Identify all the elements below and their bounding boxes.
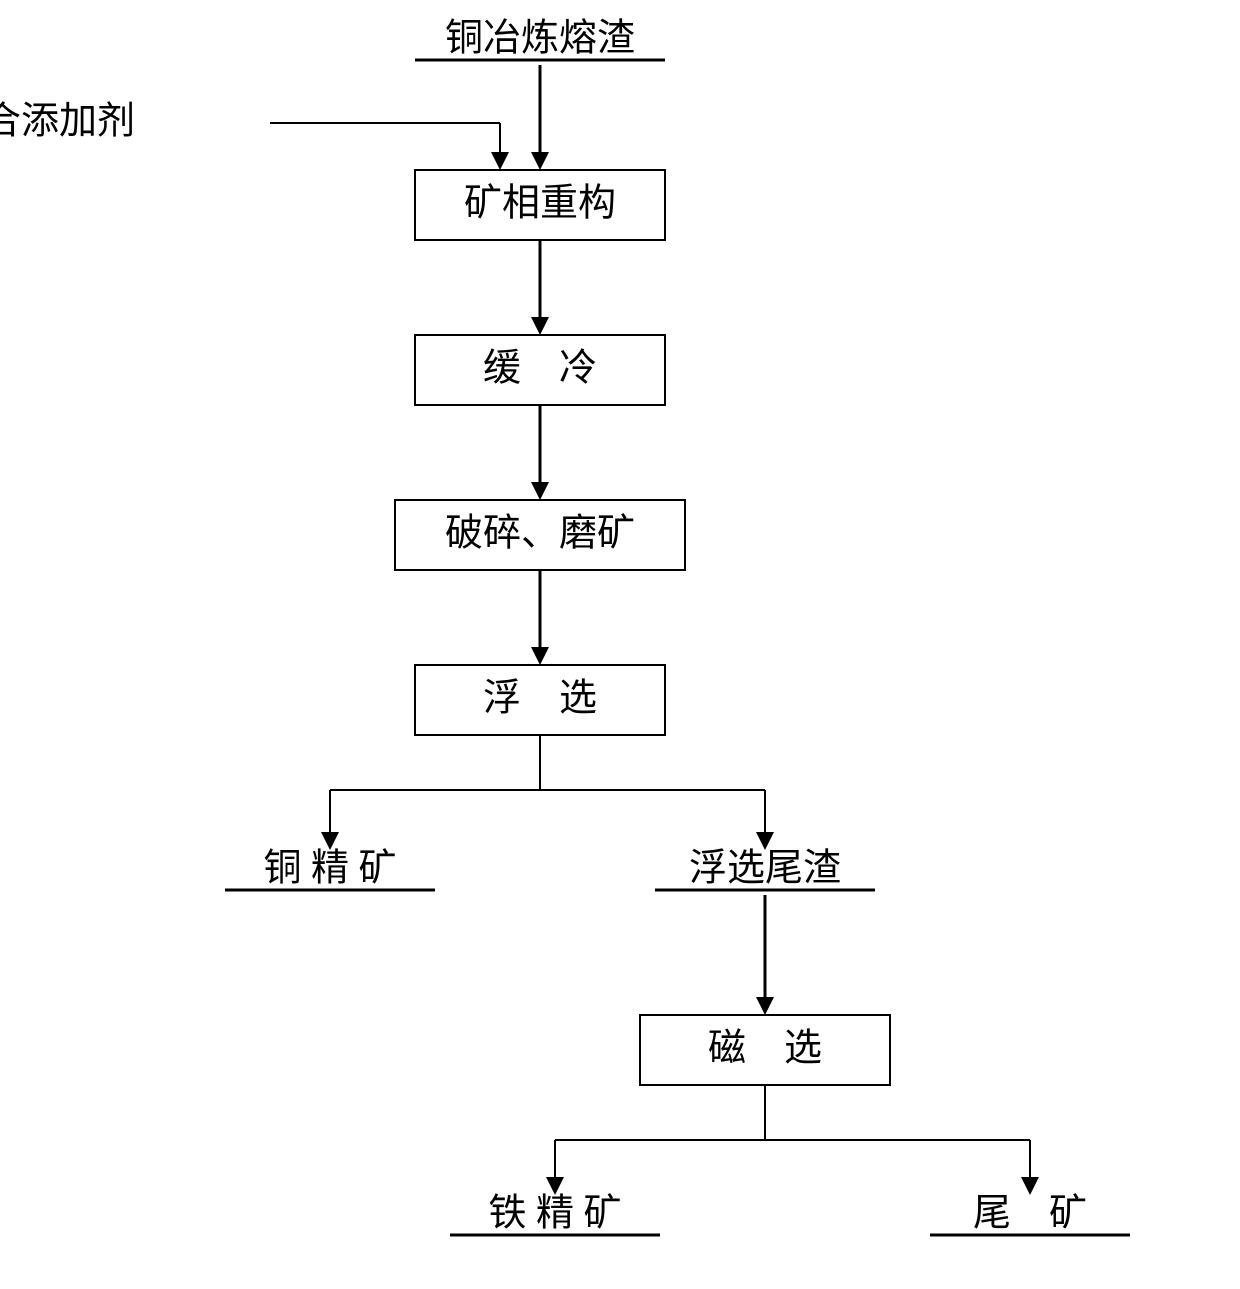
label-start: 铜冶炼熔渣	[445, 18, 635, 60]
label-n2: 缓 冷	[483, 348, 597, 390]
label-tailings: 尾 矿	[973, 1193, 1087, 1235]
label-additive: 复合添加剂	[0, 101, 135, 143]
label-float_tail: 浮选尾渣	[689, 848, 841, 890]
label-cu_conc: 铜 精 矿	[263, 848, 396, 890]
label-n1: 矿相重构	[464, 183, 616, 225]
label-n3: 破碎、磨矿	[445, 513, 635, 555]
label-n4: 浮 选	[483, 678, 597, 720]
label-n5: 磁 选	[708, 1028, 822, 1070]
label-fe_conc: 铁 精 矿	[488, 1193, 621, 1235]
